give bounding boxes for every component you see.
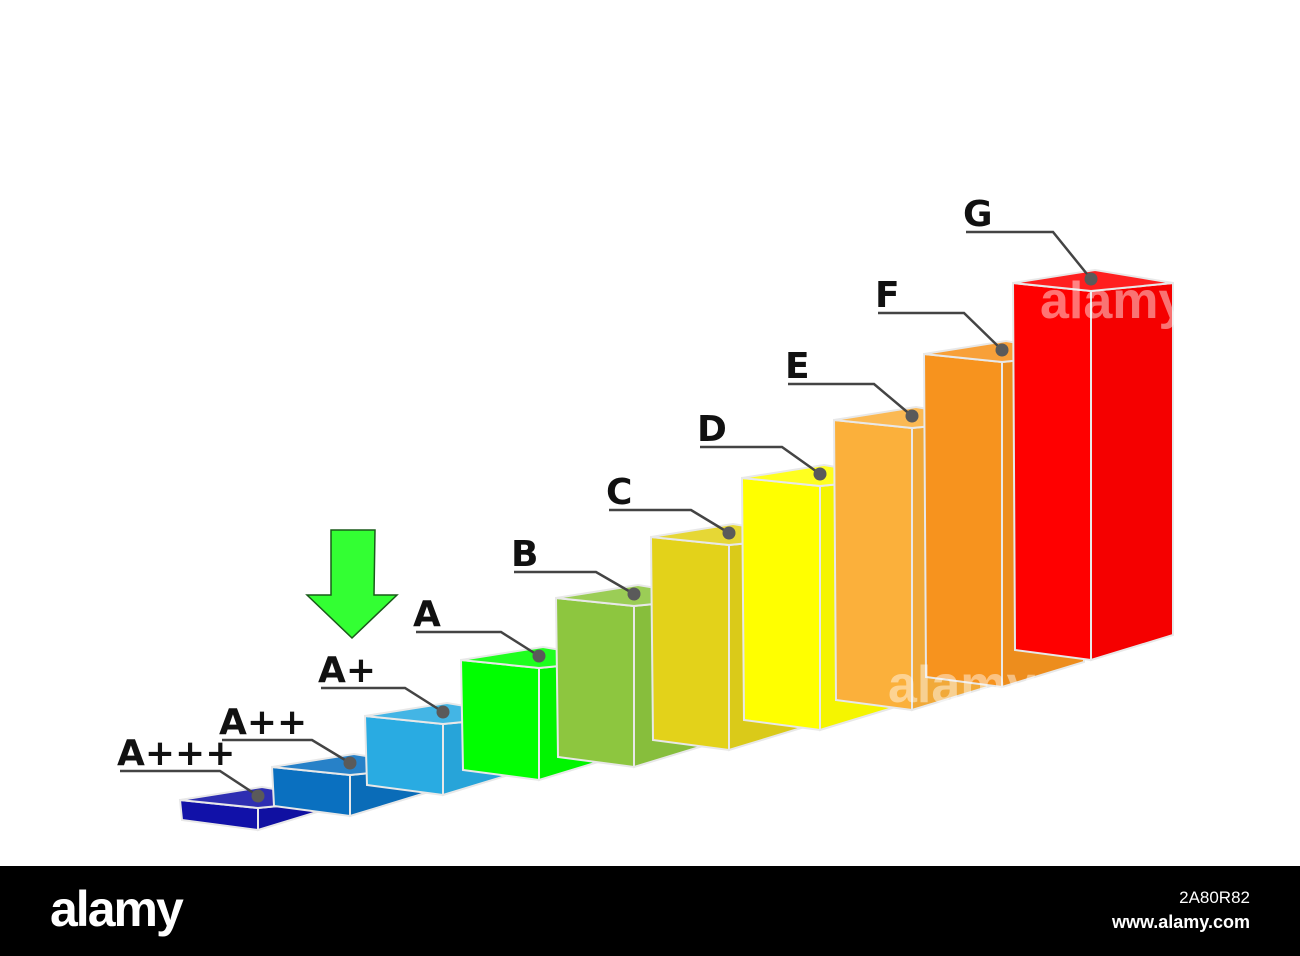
- bar-front-face: [459, 658, 540, 782]
- bar-front-face: [554, 596, 635, 769]
- rating-label: E: [785, 346, 810, 387]
- rating-label: D: [697, 409, 727, 450]
- watermark: alamy: [888, 656, 1036, 714]
- bar-g: G: [963, 194, 1174, 662]
- bar-front-face: [363, 714, 444, 797]
- watermark: alamy: [1040, 272, 1188, 330]
- leader-line: [966, 230, 1092, 280]
- bar-front-face: [740, 476, 821, 732]
- leader-line: [514, 570, 635, 596]
- rating-label: G: [963, 194, 993, 235]
- image-id: 2A80R82: [1179, 888, 1250, 907]
- rating-label: A+++: [117, 733, 235, 774]
- leader-line: [120, 769, 259, 798]
- bar-side-face: [1090, 281, 1174, 662]
- leader-line: [609, 508, 730, 535]
- leader-line: [788, 382, 913, 417]
- rating-label: C: [606, 472, 632, 513]
- down-arrow-icon: [305, 529, 399, 640]
- footer-url: www.alamy.com: [1111, 912, 1250, 932]
- rating-label: A+: [318, 650, 376, 691]
- leader-dot: [436, 705, 450, 719]
- bar-front-face: [922, 352, 1003, 689]
- leader-dot: [722, 526, 736, 540]
- leader-dot: [343, 756, 357, 770]
- energy-rating-diagram: A+++A++ A+ A B C D E F G alamy alamy: [117, 194, 1188, 832]
- leader-dot: [627, 587, 641, 601]
- leader-line: [222, 738, 351, 765]
- alamy-logo: alamy: [50, 881, 184, 937]
- leader-dot: [813, 467, 827, 481]
- bar-front-face: [1011, 281, 1092, 662]
- rating-label: B: [511, 534, 538, 575]
- bar-front-face: [649, 535, 730, 752]
- rating-label: A++: [219, 702, 307, 743]
- rating-label: A: [413, 594, 441, 635]
- leader-line: [700, 445, 821, 476]
- leader-dot: [905, 409, 919, 423]
- rating-label: F: [875, 275, 900, 316]
- leader-line: [321, 686, 444, 714]
- leader-dot: [251, 789, 265, 803]
- leader-dot: [995, 343, 1009, 357]
- leader-line: [878, 311, 1003, 351]
- footer: alamy 2A80R82 www.alamy.com: [0, 866, 1300, 956]
- leader-line: [416, 630, 540, 658]
- leader-dot: [1084, 272, 1098, 286]
- leader-dot: [532, 649, 546, 663]
